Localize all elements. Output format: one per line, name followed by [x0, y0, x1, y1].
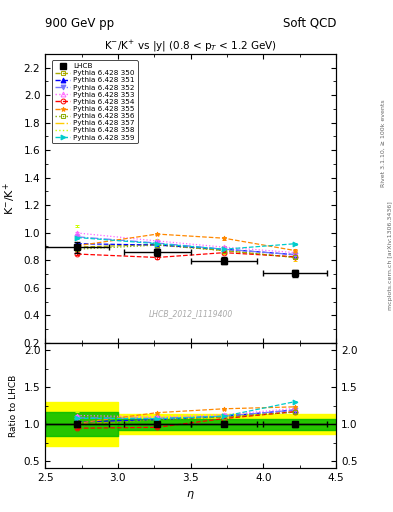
- Text: LHCB_2012_I1119400: LHCB_2012_I1119400: [149, 309, 233, 318]
- Title: K$^{-}$/K$^{+}$ vs |y| (0.8 < p$_{T}$ < 1.2 GeV): K$^{-}$/K$^{+}$ vs |y| (0.8 < p$_{T}$ < …: [104, 39, 277, 54]
- Text: Soft QCD: Soft QCD: [283, 16, 336, 30]
- Text: Rivet 3.1.10, ≥ 100k events: Rivet 3.1.10, ≥ 100k events: [381, 99, 386, 187]
- Text: mcplots.cern.ch [arXiv:1306.3436]: mcplots.cern.ch [arXiv:1306.3436]: [388, 202, 393, 310]
- Y-axis label: Ratio to LHCB: Ratio to LHCB: [9, 374, 18, 437]
- Legend: LHCB, Pythia 6.428 350, Pythia 6.428 351, Pythia 6.428 352, Pythia 6.428 353, Py: LHCB, Pythia 6.428 350, Pythia 6.428 351…: [52, 60, 138, 143]
- X-axis label: $\eta$: $\eta$: [186, 489, 195, 501]
- Text: 900 GeV pp: 900 GeV pp: [45, 16, 114, 30]
- Y-axis label: K$^{-}$/K$^{+}$: K$^{-}$/K$^{+}$: [2, 182, 18, 215]
